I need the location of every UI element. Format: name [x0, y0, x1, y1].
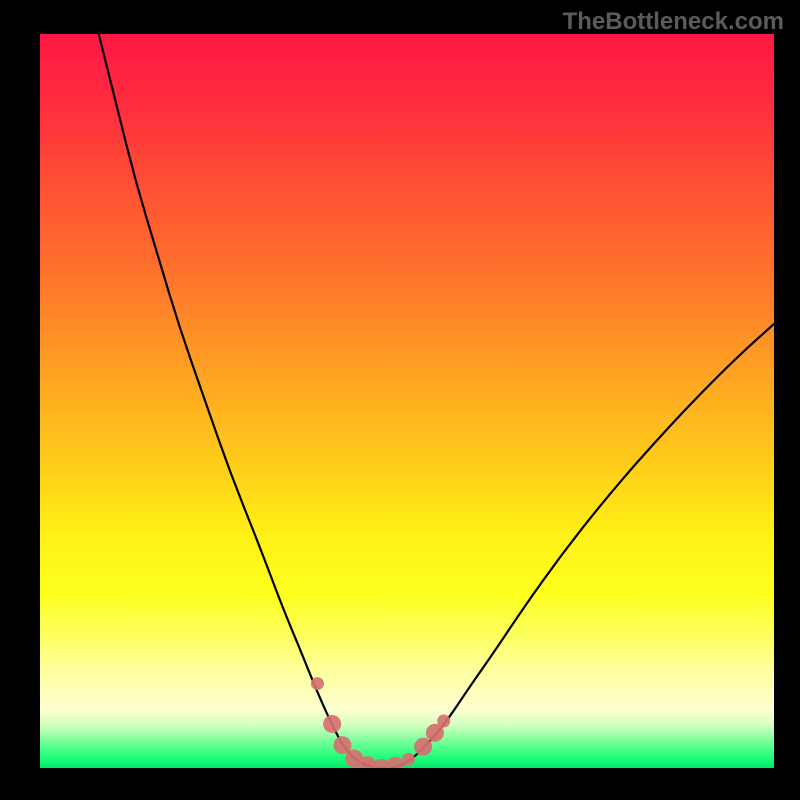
watermark-text: TheBottleneck.com — [563, 8, 784, 36]
plot-svg — [40, 34, 774, 768]
data-marker — [437, 715, 450, 728]
data-marker — [323, 715, 341, 733]
data-marker — [414, 738, 432, 756]
data-marker — [311, 677, 324, 690]
plot-area — [40, 34, 774, 768]
gradient-background — [40, 34, 774, 768]
data-marker — [402, 753, 415, 766]
chart-container: TheBottleneck.com — [0, 0, 800, 800]
